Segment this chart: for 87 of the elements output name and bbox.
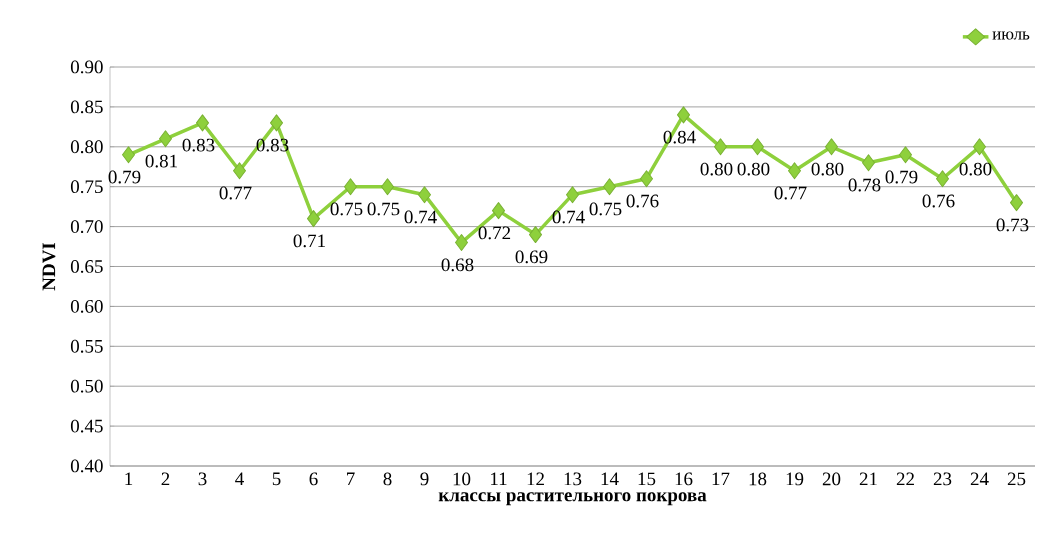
y-tick-label: 0.60: [70, 299, 103, 313]
point: [788, 162, 802, 180]
y-tick-label: 0.85: [70, 100, 103, 114]
y-tick-label: 0.90: [70, 60, 103, 74]
text: 0.76: [626, 194, 659, 208]
x-tick-label: 2: [161, 472, 170, 486]
point: [936, 170, 950, 188]
point: [566, 186, 580, 204]
x-tick-label: 5: [272, 472, 281, 486]
text: 0.77: [219, 186, 252, 200]
text: 0.75: [589, 202, 622, 216]
x-tick-label: 13: [564, 472, 582, 486]
x-tick-label: 15: [638, 472, 656, 486]
point: [640, 170, 654, 188]
point: [196, 114, 209, 132]
point: [159, 130, 172, 148]
text: 0.80: [959, 162, 992, 176]
y-tick-label: 0.55: [70, 339, 103, 353]
x-tick-label: 17: [712, 472, 730, 486]
point: [233, 162, 247, 180]
text: 0.73: [996, 218, 1029, 232]
text: 0.78: [848, 178, 881, 192]
x-tick-label: 16: [675, 472, 693, 486]
x-tick-label: 22: [896, 472, 914, 486]
x-tick-label: 23: [933, 472, 952, 486]
point: [122, 146, 136, 164]
x-tick-label: 11: [491, 472, 507, 486]
x-tick-label: 14: [601, 472, 619, 486]
point: [418, 186, 432, 204]
x-tick-label: 3: [198, 472, 207, 486]
y-tick-label: 0.45: [70, 419, 103, 433]
x-tick-label: 6: [309, 472, 318, 486]
text: 0.75: [330, 202, 363, 216]
text: 0.83: [182, 138, 215, 152]
text: 0.76: [922, 194, 955, 208]
x-tick-label: 21: [859, 472, 877, 486]
x-tick-label: 1: [125, 472, 133, 486]
x-tick-label: 20: [822, 472, 841, 486]
x-tick-label: 8: [383, 472, 392, 486]
y-tick-label: 0.80: [70, 140, 103, 154]
y-tick-label: 0.75: [70, 180, 103, 194]
y-tick-label: 0.65: [70, 260, 103, 273]
x-tick-label: 24: [970, 472, 989, 486]
point: [492, 202, 506, 220]
point: [862, 154, 876, 172]
point: [973, 138, 987, 156]
point: [714, 138, 728, 156]
text: 0.69: [515, 250, 548, 264]
x-axis-title: классы растительного покрова: [438, 492, 707, 506]
text: 0.79: [108, 170, 141, 184]
y-tick-label: 0.40: [70, 459, 103, 473]
y-tick-label: 0.50: [70, 379, 103, 393]
x-tick-label: 9: [420, 472, 429, 486]
point: [899, 146, 913, 164]
y-axis-title: NDVI: [42, 242, 56, 291]
x-tick-label: 12: [527, 472, 544, 486]
text: 0.79: [885, 170, 918, 184]
text: 0.72: [478, 226, 511, 240]
text: 0.81: [145, 154, 177, 168]
text: 0.80: [811, 162, 844, 176]
x-tick-label: 10: [453, 472, 471, 486]
x-tick-label: 7: [347, 472, 355, 485]
point: [455, 234, 469, 252]
point: [270, 114, 284, 132]
point: [603, 178, 617, 196]
text: 0.75: [367, 202, 400, 216]
text: 0.80: [700, 162, 733, 176]
text: 0.74: [404, 210, 437, 224]
point: [825, 138, 839, 156]
point: [751, 138, 765, 156]
point: [1010, 194, 1024, 212]
y-tick-label: 0.70: [70, 220, 103, 234]
point: [529, 226, 543, 244]
x-tick-label: 19: [786, 472, 804, 486]
text: 0.71: [293, 234, 325, 248]
text: 0.68: [441, 258, 474, 272]
x-tick-label: 25: [1007, 472, 1026, 486]
point: [307, 210, 320, 228]
legend-label: июль: [992, 31, 1030, 40]
x-tick-label: 4: [235, 472, 244, 486]
x-tick-label: 18: [749, 472, 767, 486]
point: [677, 106, 691, 124]
point: [344, 178, 358, 196]
text: 0.77: [774, 186, 807, 200]
point: [381, 178, 395, 196]
text: 0.80: [737, 162, 770, 176]
text: 0.74: [552, 210, 585, 224]
